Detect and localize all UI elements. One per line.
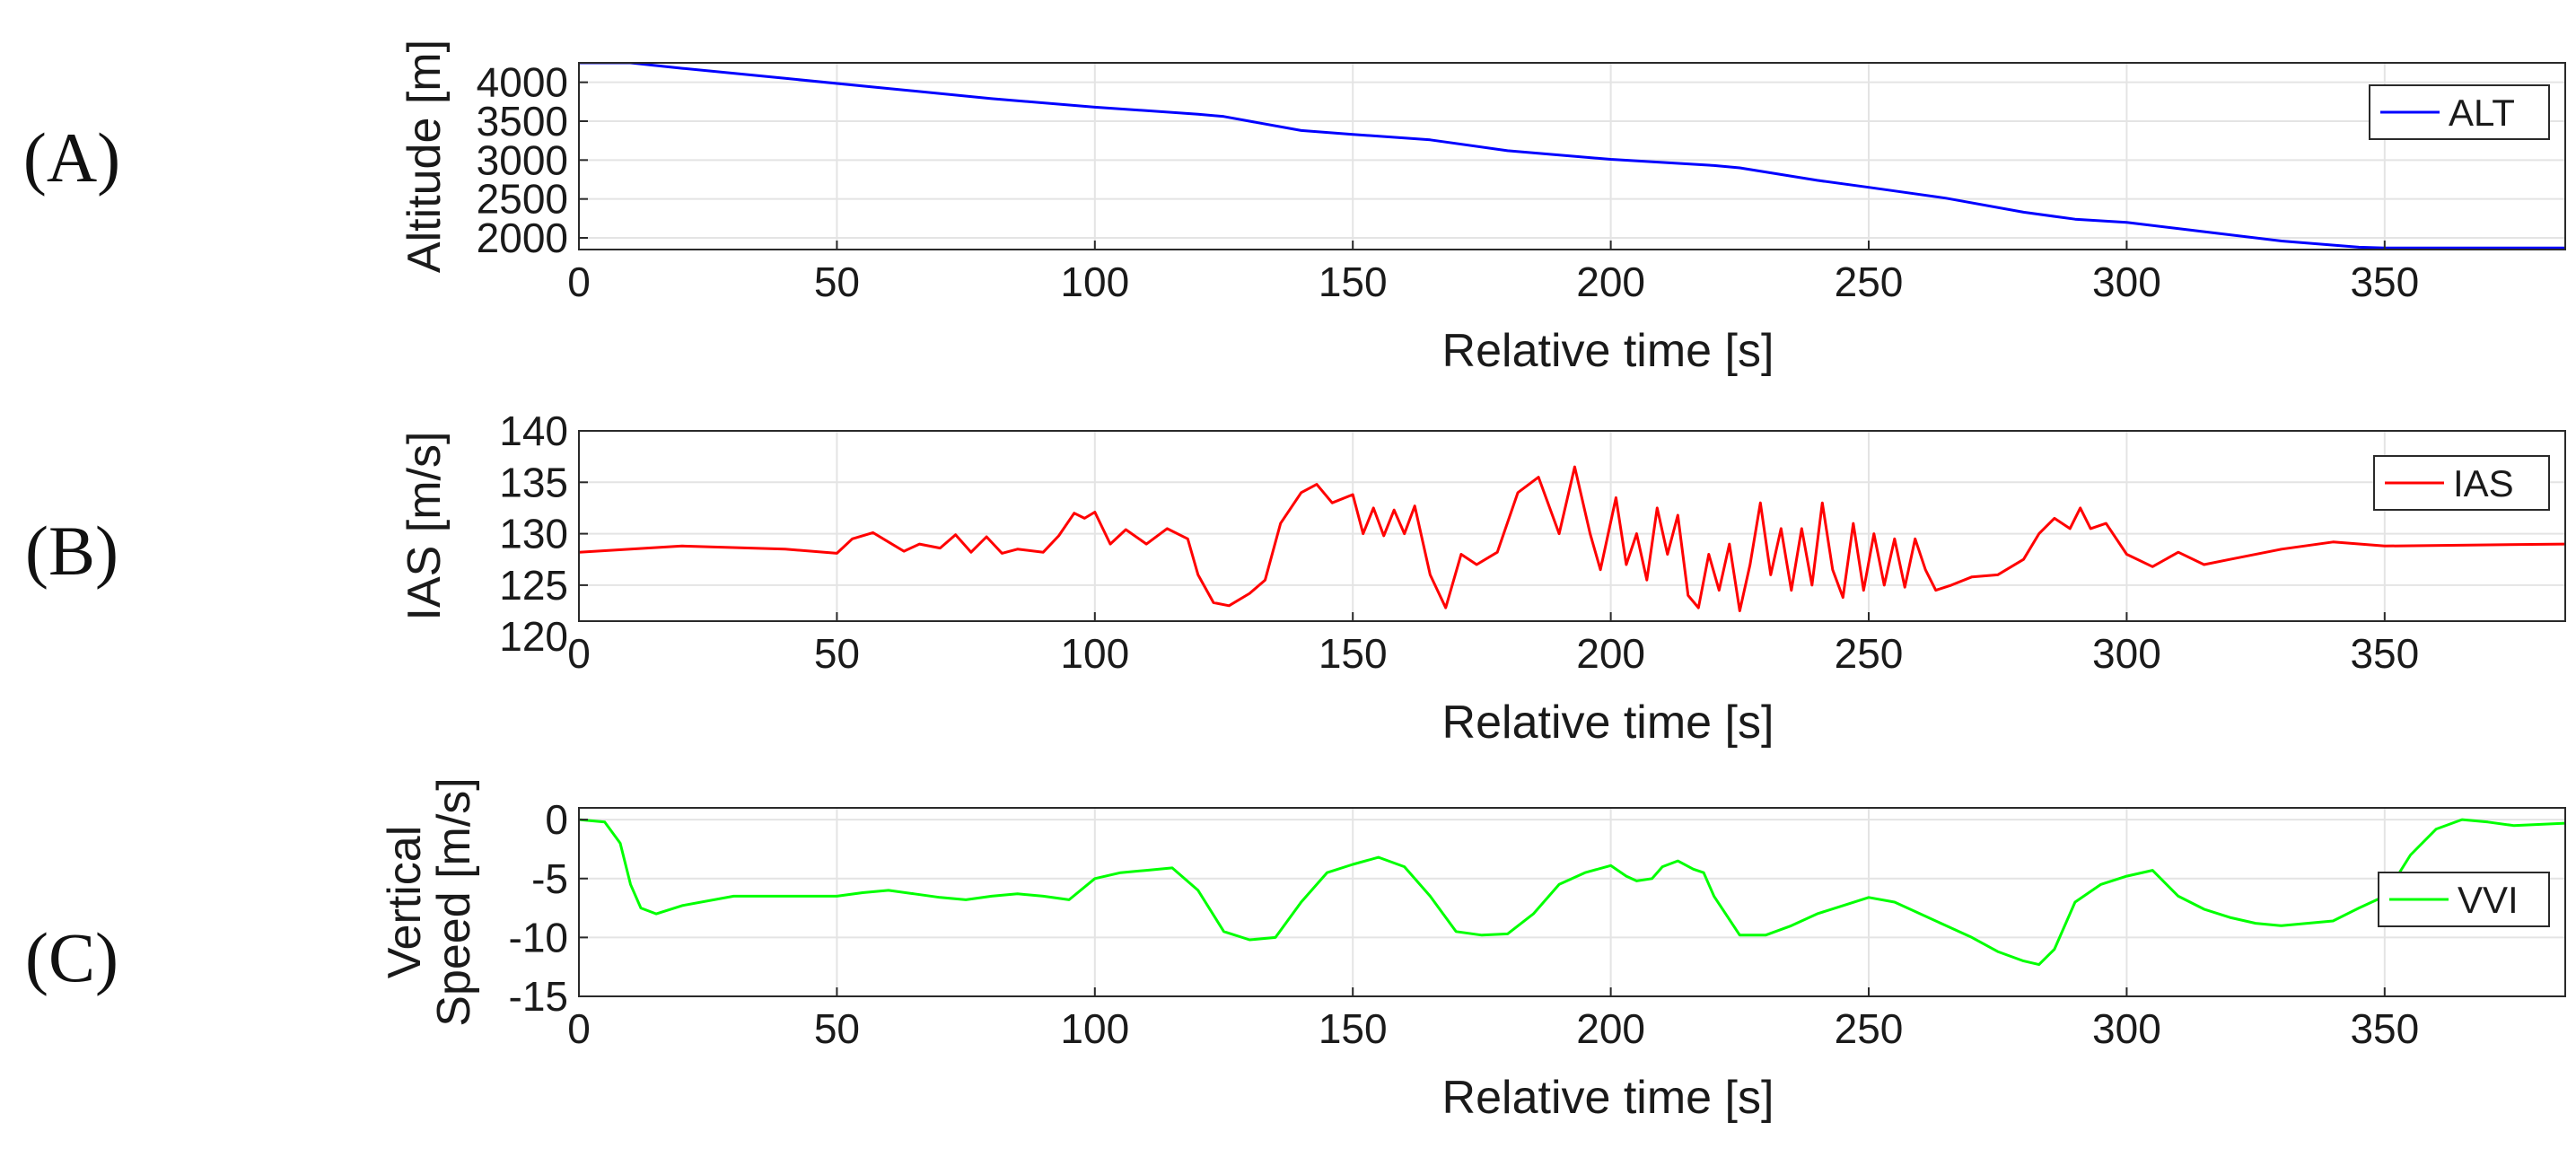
x-tick-label: 0	[567, 630, 591, 677]
x-tick-label: 300	[2092, 259, 2161, 305]
series-line-ias	[579, 465, 2565, 612]
panel-label: (B)	[25, 512, 118, 590]
plot-frame	[578, 430, 2566, 622]
series-line-alt	[579, 63, 2565, 250]
y-axis-label: Speed [m/s]	[428, 777, 480, 1026]
x-tick-label: 150	[1319, 630, 1388, 677]
x-tick-label: 300	[2092, 630, 2161, 677]
legend: VVI	[2378, 872, 2550, 927]
panel-label: (A)	[23, 118, 120, 197]
x-tick-label: 100	[1060, 1005, 1129, 1052]
plot-frame	[578, 807, 2566, 997]
y-tick-label: 3000	[477, 136, 568, 183]
x-tick-label: 200	[1576, 630, 1645, 677]
y-tick-label: 0	[545, 796, 568, 843]
x-tick-label: 350	[2350, 630, 2419, 677]
y-tick-label: 130	[499, 511, 568, 557]
chart-panel-3: (C) 0 50 100 150 200 250 300 350 0 -5 -10 -15 Relativ…	[25, 777, 2566, 1124]
panel-label: (C)	[25, 918, 118, 996]
legend-label: IAS	[2453, 462, 2514, 504]
y-tick-label: 135	[499, 459, 568, 505]
x-axis-label: Relative time [s]	[1442, 325, 1774, 377]
x-tick-label: 250	[1835, 259, 1904, 305]
x-tick-label: 250	[1835, 630, 1904, 677]
x-tick-label: 350	[2350, 259, 2419, 305]
x-tick-label: 200	[1576, 259, 1645, 305]
x-tick-label: 50	[814, 1005, 860, 1052]
y-tick-label: 125	[499, 562, 568, 609]
legend: IAS	[2373, 455, 2550, 511]
plot-frame	[578, 62, 2566, 250]
x-tick-label: 250	[1835, 1005, 1904, 1052]
y-axis-label: IAS [m/s]	[399, 432, 451, 621]
x-tick-label: 200	[1576, 1005, 1645, 1052]
x-tick-label: 150	[1319, 259, 1388, 305]
y-tick-label: -10	[509, 914, 568, 960]
x-tick-label: 350	[2350, 1005, 2419, 1052]
x-tick-label: 50	[814, 630, 860, 677]
y-tick-label: 3500	[477, 98, 568, 145]
y-tick-label: 4000	[477, 59, 568, 106]
y-axis-label: Vertical	[379, 826, 431, 979]
x-tick-label: 150	[1319, 1005, 1388, 1052]
x-tick-label: 100	[1060, 630, 1129, 677]
y-tick-label: -15	[509, 973, 568, 1020]
x-axis-label: Relative time [s]	[1442, 1072, 1774, 1124]
y-tick-label: 2000	[477, 215, 568, 261]
y-axis-label: Altitude [m]	[399, 39, 451, 273]
x-tick-label: 50	[814, 259, 860, 305]
x-axis-label: Relative time [s]	[1442, 697, 1774, 749]
y-tick-label: 2500	[477, 176, 568, 223]
x-tick-label: 100	[1060, 259, 1129, 305]
x-tick-label: 300	[2092, 1005, 2161, 1052]
x-tick-label: 0	[567, 259, 591, 305]
y-tick-label: 140	[499, 408, 568, 454]
legend-label: ALT	[2449, 92, 2515, 134]
y-tick-label: -5	[531, 855, 568, 902]
series-line-vvi	[579, 818, 2565, 967]
legend: ALT	[2369, 84, 2550, 140]
y-tick-label: 120	[499, 613, 568, 660]
chart-panel-1: (A) 0 50 100 150 200 250 300 350 2000250030003500…	[23, 39, 2566, 377]
legend-label: VVI	[2458, 879, 2519, 921]
x-tick-label: 0	[567, 1005, 591, 1052]
